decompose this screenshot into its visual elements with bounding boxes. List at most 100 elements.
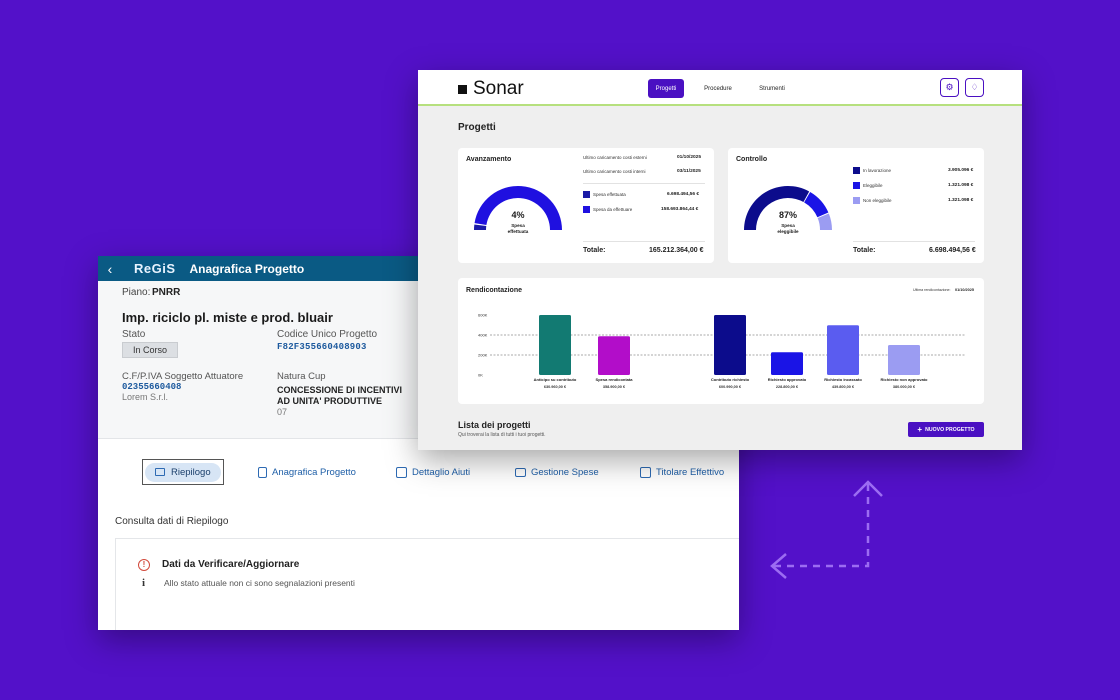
cf-label: C.F/P.IVA Soggetto Attuatore: [122, 371, 244, 382]
page-title: Progetti: [458, 122, 496, 133]
eye-icon: [155, 468, 165, 476]
edit-document-icon: [396, 466, 407, 478]
lista-title: Lista dei progetti: [458, 420, 531, 430]
value-label: 439.800,00 €: [832, 385, 855, 389]
info-icon: i: [142, 577, 146, 589]
gauge-segment-2: [817, 213, 832, 230]
section-title: Consulta dati di Riepilogo: [115, 516, 229, 527]
legend-value: 1.321.098 €: [948, 183, 974, 188]
value-label: 228.800,00 €: [776, 385, 799, 389]
legend-label: In lavorazione: [863, 168, 892, 173]
bar: [771, 352, 803, 375]
tab-dettaglio-aiuti[interactable]: Dettaglio Aiuti: [396, 459, 470, 485]
dashed-arrow-icon: [770, 480, 883, 579]
regis-page-title: Anagrafica Progetto: [189, 261, 305, 276]
legend-value: 1.321.098 €: [948, 198, 974, 203]
category-label: Richiesto incassato: [824, 377, 862, 382]
natura-code: 07: [277, 407, 288, 417]
bar: [714, 315, 746, 375]
natura-label: Natura Cup: [277, 371, 326, 382]
document-icon: [258, 466, 267, 478]
regis-tabbar: Riepilogo Anagrafica Progetto Dettaglio …: [98, 459, 739, 487]
tab-label: Dettaglio Aiuti: [412, 466, 471, 478]
tab-titolare-effettivo[interactable]: Titolare Effettivo: [640, 459, 724, 485]
legend-swatch: [583, 206, 590, 213]
lista-subtitle: Qui troverai la lista di tutti i tuoi pr…: [458, 432, 546, 438]
warning-icon: !: [138, 559, 150, 571]
back-icon[interactable]: ‹: [107, 260, 113, 277]
last-report-value: 01/10/2025: [955, 288, 975, 292]
project-title: Imp. riciclo pl. miste e prod. bluair: [122, 310, 333, 325]
gauge-label: Spesa eleggibile: [777, 223, 799, 234]
divider: [583, 183, 705, 184]
piano-label: Piano:: [122, 287, 151, 298]
card-title: Rendicontazione: [466, 287, 523, 294]
sonar-logo: Sonar: [458, 78, 524, 100]
gauge-percent: 4%: [511, 210, 525, 220]
value-label: 630.960,00 €: [544, 385, 567, 389]
tab-label: Anagrafica Progetto: [272, 466, 356, 478]
avanzamento-gauge: [474, 186, 562, 230]
value-label: 380.000,00 €: [893, 385, 916, 389]
gauge-segment-1: [804, 191, 829, 218]
legend-swatch: [853, 182, 860, 189]
settings-icon[interactable]: ⚙: [940, 78, 959, 97]
status-badge: In Corso: [122, 342, 179, 358]
card-title: Avanzamento: [466, 156, 512, 163]
avanzamento-card: Avanzamento Ultimo caricamento costi est…: [458, 148, 714, 263]
category-label: Spesa rendicontata: [596, 377, 634, 382]
value-label: 600.990,00 €: [719, 385, 742, 389]
nav-strumenti[interactable]: Strumenti: [759, 85, 785, 92]
category-label: Richiesto non approvato: [881, 377, 928, 382]
sonar-window: Sonar Progetti Procedure Strumenti ⚙ ♢ P…: [418, 70, 1022, 450]
info-text: Allo stato attuale non ci sono segnalazi…: [164, 578, 355, 588]
y-tick-label: 400K: [478, 333, 488, 338]
gauge-segment-0: [744, 186, 810, 230]
nav-progetti[interactable]: Progetti: [648, 79, 684, 98]
legend-label: Spesa da effettuare: [593, 207, 633, 212]
cf-company: Lorem S.r.l.: [122, 392, 169, 402]
logo-text: Sonar: [473, 78, 524, 99]
bar: [598, 336, 630, 375]
natura-value: CONCESSIONE DI INCENTIVI AD UNITA' PRODU…: [277, 385, 403, 406]
category-label: Contributo richiesto: [711, 377, 750, 382]
new-project-label: NUOVO PROGETTO: [925, 426, 975, 433]
warning-title: Dati da Verificare/Aggiornare: [162, 559, 300, 570]
piano-value: PNRR: [152, 287, 181, 298]
tab-riepilogo[interactable]: Riepilogo: [142, 459, 224, 485]
tab-anagrafica-progetto[interactable]: Anagrafica Progetto: [258, 459, 356, 485]
costi-esterni-label: Ultimo caricamento costi esterni: [583, 155, 647, 160]
total-value: 6.698.494,56 €: [929, 247, 976, 254]
total-value: 165.212.364,00 €: [649, 247, 704, 254]
legend-label: Eleggibile: [863, 183, 883, 188]
total-label: Totale:: [583, 247, 606, 254]
logo-square-icon: [458, 84, 467, 94]
rendicontazione-chart: 0K 200K 400K 600K Anticipo su contributo 630.…: [478, 313, 966, 389]
cup-value: F82F355660408903: [277, 342, 367, 352]
regis-logo: ReGiS: [134, 261, 176, 276]
legend-swatch: [853, 167, 860, 174]
gauge-percent: 87%: [778, 210, 797, 220]
edit-icon: [640, 466, 651, 478]
legend-value: 3.905.096 €: [948, 168, 974, 173]
tab-label: Titolare Effettivo: [656, 466, 725, 478]
wallet-icon: [515, 467, 526, 477]
cf-value: 02355660408: [122, 382, 182, 392]
bar: [539, 315, 571, 375]
nav-procedure[interactable]: Procedure: [704, 85, 732, 92]
legend-value: 6.698.494,56 €: [667, 192, 700, 197]
controllo-card: Controllo In lavorazione 3.905.096 € Ele…: [728, 148, 984, 263]
bell-icon[interactable]: ♢: [965, 78, 984, 97]
last-report-label: Ultima rendicontazione:: [913, 288, 951, 292]
legend-value: 158.693.864,44 €: [661, 207, 699, 212]
gauge-segment-effettuata: [474, 224, 487, 230]
tab-gestione-spese[interactable]: Gestione Spese: [515, 459, 599, 485]
new-project-button[interactable]: + NUOVO PROGETTO: [908, 422, 984, 437]
cup-label: Codice Unico Progetto: [277, 329, 378, 340]
gauge-label: Spesa effettuata: [507, 223, 529, 234]
rendicontazione-card: Rendicontazione Ultima rendicontazione: …: [458, 278, 984, 404]
controllo-gauge: [744, 186, 832, 230]
y-tick-label: 200K: [478, 353, 488, 358]
category-label: Anticipo su contributo: [534, 377, 577, 382]
total-label: Totale:: [853, 247, 876, 254]
